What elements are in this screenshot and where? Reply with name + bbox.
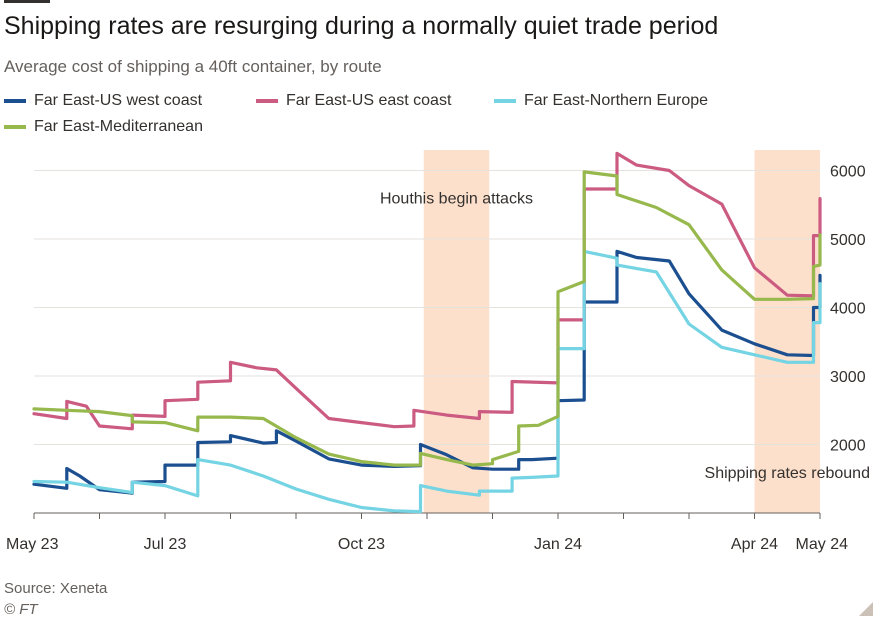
chart-subtitle: Average cost of shipping a 40ft containe… <box>4 57 382 76</box>
chart-title: Shipping rates are resurging during a no… <box>4 12 719 40</box>
legend-item-us-east: Far East-US east coast <box>256 92 451 110</box>
legend-label: Far East-US east coast <box>286 92 452 109</box>
legend-item-mediterranean: Far East-Mediterranean <box>4 118 203 136</box>
y-tick-label: 6000 <box>830 164 866 181</box>
legend-swatch <box>4 99 26 103</box>
x-tick-label: Oct 23 <box>338 536 385 553</box>
line-chart: 2000 3000 4000 5000 6000 May 23 Jul 23 Oct 23 Ja… <box>6 150 870 553</box>
x-tick-label: May 23 <box>6 536 59 553</box>
legend-label: Far East-Mediterranean <box>34 118 203 135</box>
series-line-3 <box>32 170 822 467</box>
legend-swatch <box>494 99 516 103</box>
y-tick-label: 4000 <box>830 301 866 318</box>
y-tick-label: 3000 <box>830 369 866 386</box>
series-line-0 <box>32 249 822 495</box>
x-tick-label: Jul 23 <box>144 536 187 553</box>
shaded-period-1 <box>754 150 820 513</box>
legend-item-northern-europe: Far East-Northern Europe <box>494 92 708 110</box>
shaded-period-0 <box>423 150 490 513</box>
legend-item-us-west: Far East-US west coast <box>4 92 202 110</box>
series-line-2 <box>32 249 822 514</box>
legend: Far East-US west coast Far East-US east … <box>4 92 874 144</box>
legend-swatch <box>4 125 26 129</box>
series-line-1 <box>32 151 822 431</box>
legend-label: Far East-US west coast <box>34 92 203 109</box>
annotation-1: Shipping rates rebound <box>705 465 870 482</box>
x-tick-label: Jan 24 <box>534 536 582 553</box>
resize-corner-icon <box>859 602 873 616</box>
x-tick-label: May 24 <box>796 536 849 553</box>
y-tick-label: 5000 <box>830 232 866 249</box>
top-accent-bar <box>4 0 50 3</box>
legend-swatch <box>256 99 278 103</box>
y-tick-label: 2000 <box>830 438 866 455</box>
source-note: Source: Xeneta <box>4 580 108 597</box>
legend-label: Far East-Northern Europe <box>524 92 709 109</box>
annotation-0: Houthis begin attacks <box>380 190 533 207</box>
copyright: © FT <box>4 601 38 618</box>
x-tick-label: Apr 24 <box>731 536 778 553</box>
